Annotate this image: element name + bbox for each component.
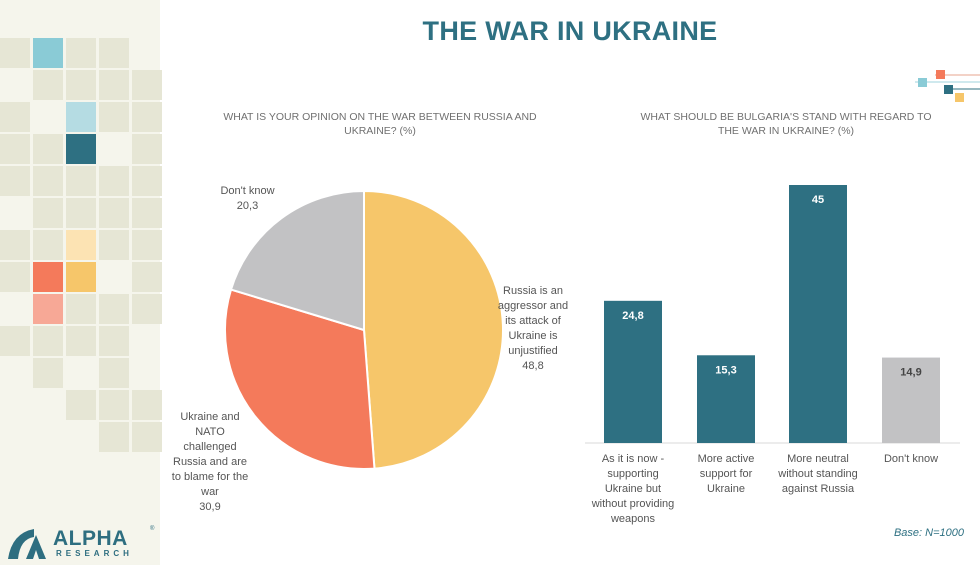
logo-wordmark: ALPHA <box>53 527 128 550</box>
decor-tile <box>99 294 129 324</box>
pie-value-russia-aggressor: 48,8 <box>522 360 544 372</box>
decor-tile <box>0 134 30 164</box>
decor-tile <box>33 198 63 228</box>
pie-chart-title: WHAT IS YOUR OPINION ON THE WAR BETWEEN … <box>223 111 537 137</box>
decor-tile <box>132 102 162 132</box>
decor-tile <box>132 390 162 420</box>
decor-tile <box>33 230 63 260</box>
decor-tile <box>99 358 129 388</box>
bar-chart: 24,8 15,3 45 14,9 <box>585 185 960 444</box>
decor-tile <box>99 70 129 100</box>
bar-1 <box>697 355 755 443</box>
pie-label-russia-aggressor: Russia is an aggressor and its attack of… <box>496 284 570 374</box>
decor-tile <box>66 390 96 420</box>
decor-tile <box>0 38 30 68</box>
bar-value-label-0: 24,8 <box>622 310 643 322</box>
decor-tile <box>132 134 162 164</box>
deco-square <box>936 70 945 79</box>
decor-tile <box>132 230 162 260</box>
decor-tile <box>0 166 30 196</box>
decor-tile <box>132 198 162 228</box>
bar-category-label-2: More neutral without standing against Ru… <box>778 453 858 495</box>
decor-tile <box>66 134 96 164</box>
alpha-research-logo: ALPHA ® RESEARCH <box>0 519 160 565</box>
bar-category-label-1: More active support for Ukraine <box>697 453 755 495</box>
pie-slice-2 <box>229 189 365 332</box>
bar-0 <box>604 300 662 443</box>
decor-tile <box>66 102 96 132</box>
pie-value-ukraine-nato: 30,9 <box>199 501 221 513</box>
decor-tile <box>99 166 129 196</box>
decor-tile <box>99 230 129 260</box>
deco-square <box>955 93 964 102</box>
pie-chart <box>224 189 504 470</box>
decor-tile <box>0 262 30 292</box>
decor-tile <box>132 422 162 452</box>
decor-tile <box>132 294 162 324</box>
deco-square <box>944 85 953 94</box>
decor-tile <box>33 358 63 388</box>
bar-category-label-0: As it is now - supporting Ukraine but wi… <box>591 453 675 525</box>
decor-tile <box>33 134 63 164</box>
decor-tile <box>99 390 129 420</box>
pie-label-ukraine-nato: Ukraine and NATO challenged Russia and a… <box>171 410 249 515</box>
decor-tile <box>0 326 30 356</box>
bar-category-label-3: Don't know <box>883 453 939 465</box>
bar-chart-title: WHAT SHOULD BE BULGARIA'S STAND WITH REG… <box>640 111 932 137</box>
bar-value-label-2: 45 <box>812 194 824 206</box>
bar-3 <box>882 357 940 443</box>
decor-tile <box>33 70 63 100</box>
decor-tile <box>33 38 63 68</box>
decor-tile <box>66 166 96 196</box>
pie-label-dont-know: Don't know 20,3 <box>210 184 285 214</box>
decor-tile <box>33 326 63 356</box>
alpha-logo-icon <box>8 529 46 559</box>
decor-tile <box>99 198 129 228</box>
pie-label-ukraine-nato-text: Ukraine and NATO challenged Russia and a… <box>171 411 249 498</box>
pie-label-dont-know-text: Don't know <box>220 185 275 197</box>
base-note: Base: N=1000 <box>893 527 964 539</box>
decor-tile <box>0 102 30 132</box>
decor-tile <box>33 166 63 196</box>
decor-tile <box>99 38 129 68</box>
decor-tile <box>66 262 96 292</box>
decor-tile <box>132 262 162 292</box>
pie-label-russia-aggressor-text: Russia is an aggressor and its attack of… <box>497 285 569 357</box>
decor-tile <box>66 230 96 260</box>
decor-tile <box>99 326 129 356</box>
decor-tile <box>0 230 30 260</box>
pie-slice-0 <box>363 189 504 470</box>
slide-title: THE WAR IN UKRAINE <box>422 16 718 46</box>
decor-tile <box>99 102 129 132</box>
decor-tile <box>66 38 96 68</box>
decor-tile <box>99 422 129 452</box>
decor-tile <box>66 70 96 100</box>
deco-square <box>918 78 927 87</box>
decor-tile <box>66 326 96 356</box>
decor-tile <box>132 166 162 196</box>
logo-subtitle: RESEARCH <box>56 549 133 558</box>
bar-value-label-3: 14,9 <box>900 367 921 379</box>
decor-tile <box>66 294 96 324</box>
corner-decoration-icon <box>915 70 980 102</box>
decor-tile <box>33 294 63 324</box>
pie-slice-1 <box>224 288 376 470</box>
logo-registered-mark: ® <box>150 526 155 532</box>
bar-2 <box>789 185 847 443</box>
bar-value-label-1: 15,3 <box>715 364 736 376</box>
decor-tile <box>66 198 96 228</box>
decor-tile <box>132 70 162 100</box>
pie-value-dont-know: 20,3 <box>236 200 259 212</box>
decor-tile <box>33 262 63 292</box>
